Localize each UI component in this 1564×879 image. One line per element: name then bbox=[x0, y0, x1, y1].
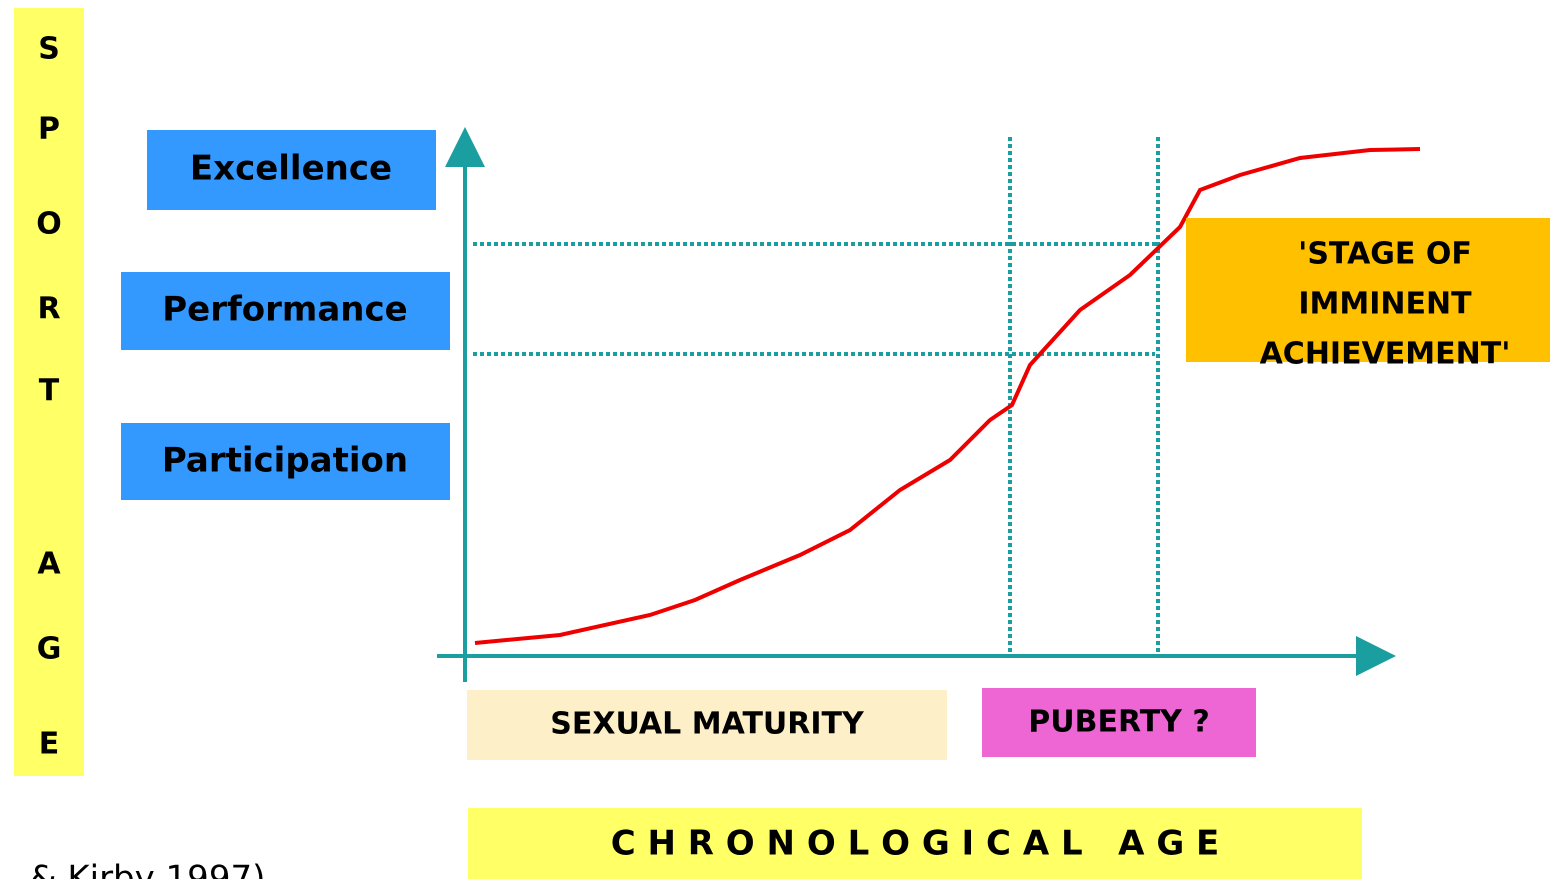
puberty-label: PUBERTY ? bbox=[1028, 705, 1210, 740]
level-label: Participation bbox=[162, 441, 408, 481]
level-label: Excellence bbox=[190, 149, 392, 189]
stage-label: 'STAGE OF bbox=[1298, 237, 1472, 272]
sport-letter: T bbox=[39, 374, 60, 409]
puberty-box bbox=[982, 688, 1256, 757]
sport-letter: A bbox=[37, 547, 61, 582]
sport-letter: G bbox=[37, 632, 62, 667]
x-axis-box bbox=[468, 808, 1362, 879]
sport-age-bar bbox=[14, 8, 84, 776]
level-label: Performance bbox=[162, 290, 407, 330]
sport-letter: S bbox=[38, 32, 60, 67]
x-axis-label: C H R O N O L O G I C A L A G E bbox=[611, 824, 1220, 864]
stage-label: ACHIEVEMENT' bbox=[1260, 337, 1511, 372]
level-box bbox=[147, 130, 436, 210]
citation: & Kirby 1997) bbox=[30, 859, 265, 879]
sport-letter: R bbox=[37, 292, 60, 327]
sport-letter: E bbox=[39, 727, 60, 762]
maturity-label: SEXUAL MATURITY bbox=[550, 707, 865, 742]
stage-label: IMMINENT bbox=[1298, 287, 1472, 322]
sport-letter: O bbox=[36, 207, 62, 242]
development-curve bbox=[474, 147, 1421, 645]
sport-letter: P bbox=[38, 112, 60, 147]
guide-lines bbox=[473, 137, 1160, 656]
level-box bbox=[121, 423, 450, 500]
level-box bbox=[121, 272, 450, 350]
stage-box bbox=[1186, 218, 1550, 362]
maturity-box bbox=[467, 690, 947, 760]
